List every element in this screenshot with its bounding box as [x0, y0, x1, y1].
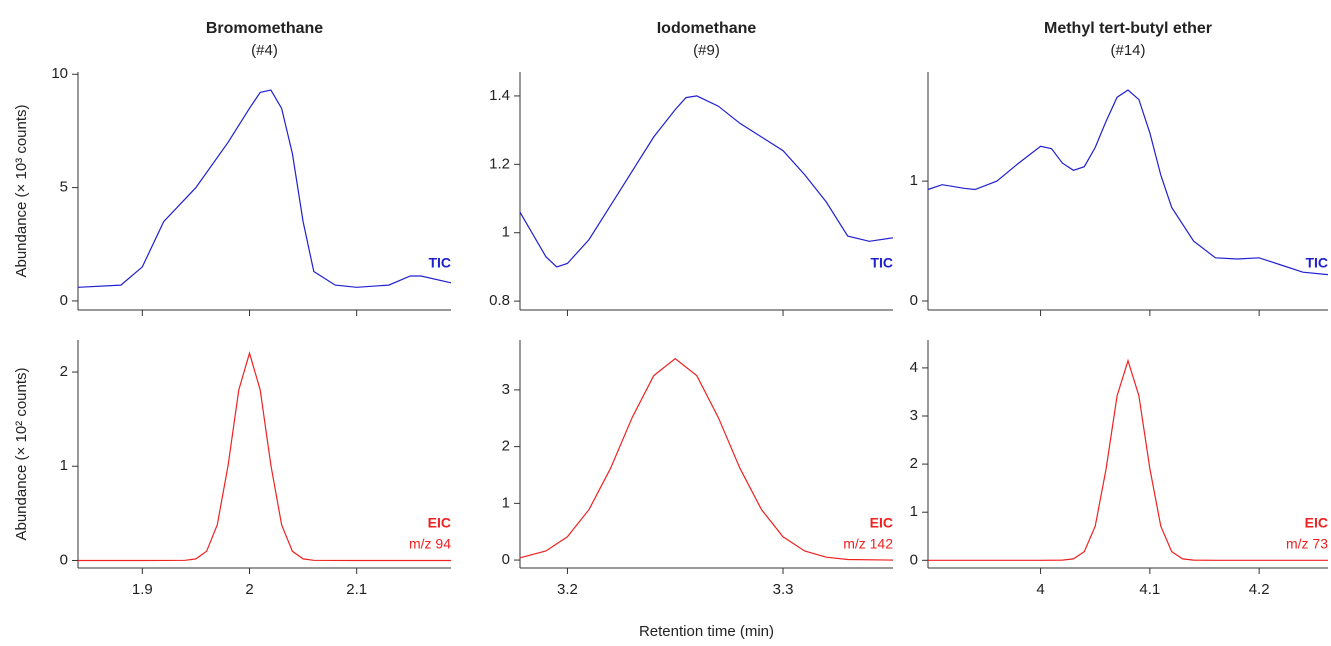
annotation: EIC [428, 515, 451, 531]
x-tick-label: 4.2 [1249, 581, 1270, 598]
y-tick-label: 0 [502, 551, 510, 568]
y-tick-label: 0 [910, 551, 918, 568]
x-tick-label: 3.2 [557, 581, 578, 598]
y-tick-label: 1 [502, 224, 510, 241]
y-tick-label: 1 [910, 172, 918, 189]
line-series [519, 357, 894, 561]
x-tick-label: 1.9 [132, 581, 153, 598]
annotation: TIC [870, 255, 893, 271]
line-series [519, 95, 894, 268]
chart-subtitle: (#9) [693, 42, 720, 59]
y-tick-label: 2 [60, 363, 68, 380]
y-tick-label: 0.8 [489, 292, 510, 309]
x-tick-label: 4.1 [1139, 581, 1160, 598]
annotation: m/z 94 [409, 536, 451, 552]
line-series [78, 351, 451, 562]
annotation: TIC [428, 255, 451, 271]
line-series [927, 89, 1329, 276]
line-series [928, 358, 1328, 561]
annotation: EIC [1305, 515, 1328, 531]
x-tick-label: 4 [1036, 581, 1044, 598]
chart-title: Iodomethane [657, 20, 757, 37]
y-tick-label: 0 [910, 292, 918, 309]
x-axis-label: Retention time (min) [639, 623, 774, 640]
chart-title: Bromomethane [206, 20, 323, 37]
chart-subtitle: (#14) [1110, 42, 1145, 59]
line-series [77, 89, 452, 288]
y-tick-label: 1 [502, 494, 510, 511]
y-tick-label: 1.2 [489, 155, 510, 172]
chart-subtitle: (#4) [251, 42, 278, 59]
y-tick-label: 0 [60, 292, 68, 309]
y-axis-label: Abundance (× 10³ counts) [13, 104, 30, 277]
y-tick-label: 3 [502, 381, 510, 398]
y-axis-label: Abundance (× 10² counts) [13, 367, 30, 540]
y-tick-label: 10 [51, 65, 68, 82]
annotation: TIC [1305, 255, 1328, 271]
y-tick-label: 1 [60, 457, 68, 474]
y-tick-label: 2 [910, 455, 918, 472]
annotation: m/z 73 [1286, 536, 1328, 552]
y-tick-label: 4 [910, 359, 918, 376]
x-tick-label: 2 [245, 581, 253, 598]
y-tick-label: 0 [60, 551, 68, 568]
x-tick-label: 3.3 [773, 581, 794, 598]
x-tick-label: 2.1 [346, 581, 367, 598]
annotation: EIC [870, 515, 893, 531]
y-tick-label: 2 [502, 438, 510, 455]
chart-title: Methyl tert-butyl ether [1044, 20, 1212, 37]
y-tick-label: 5 [60, 179, 68, 196]
y-tick-label: 1.4 [489, 87, 510, 104]
y-tick-label: 3 [910, 407, 918, 424]
y-tick-label: 1 [910, 503, 918, 520]
annotation: m/z 142 [843, 536, 893, 552]
